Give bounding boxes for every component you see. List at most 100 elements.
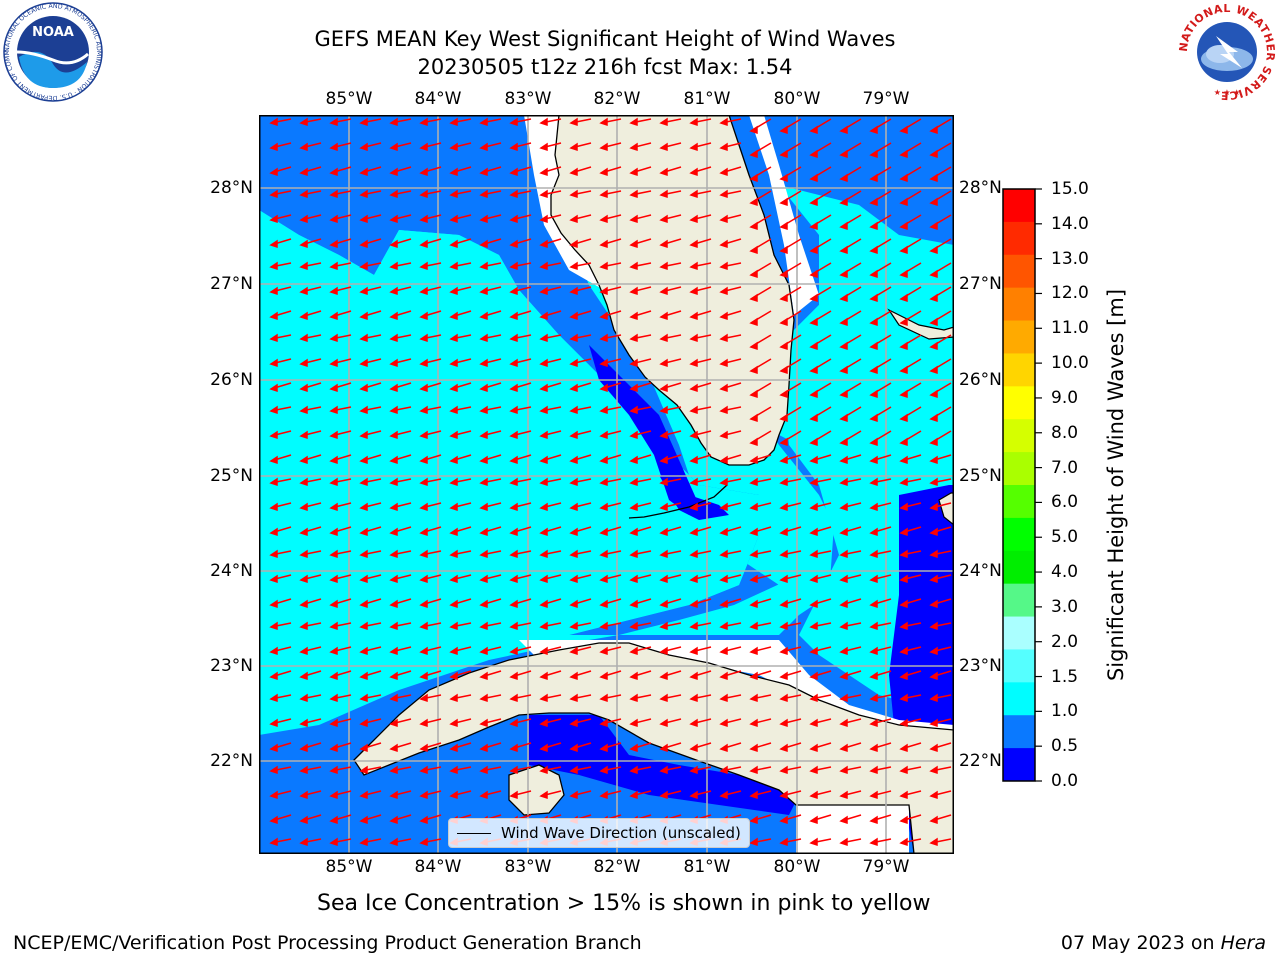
- colorbar-tick-label: 5.0: [1051, 527, 1079, 548]
- wave-arrow-head: [899, 549, 908, 559]
- wave-arrow-head: [329, 383, 338, 393]
- wave-arrow-head: [869, 815, 878, 825]
- wave-arrow-head: [749, 574, 758, 584]
- wave-arrow-head: [839, 718, 848, 728]
- wave-arrow-head: [299, 261, 308, 271]
- wave-arrow-head: [329, 311, 338, 321]
- wave-arrow-head: [389, 117, 398, 127]
- map-frame: [259, 115, 954, 854]
- colorbar-band: [1003, 287, 1035, 322]
- lon-tick-bottom-83w: 83°W: [504, 857, 552, 877]
- wave-arrow-head: [479, 527, 488, 537]
- wave-arrow-head: [269, 430, 278, 440]
- wave-arrow-head: [689, 574, 698, 584]
- map-gridlines: [259, 115, 954, 854]
- wave-arrow-head: [299, 333, 308, 343]
- wave-arrow-head: [749, 477, 758, 487]
- wave-arrow-head: [749, 671, 758, 681]
- wave-arrow-head: [839, 527, 848, 537]
- wave-arrow-head: [779, 269, 788, 279]
- footer-date-text: 07 May 2023 on: [1060, 932, 1221, 954]
- wave-arrow-head: [659, 239, 668, 249]
- wave-arrow-head: [509, 261, 518, 271]
- wave-arrow-head: [869, 125, 878, 135]
- wave-arrow-head: [329, 405, 338, 415]
- wave-arrow-head: [299, 239, 308, 249]
- wave-arrow-head: [539, 311, 548, 321]
- wave-arrow-head: [569, 646, 578, 656]
- wave-arrow-head: [629, 671, 638, 681]
- map-panel: [259, 115, 954, 854]
- wave-arrow-head: [269, 311, 278, 321]
- wave-arrow-head: [539, 455, 548, 465]
- colorbar-tick-label: 15.0: [1051, 179, 1089, 199]
- wave-arrow-head: [269, 261, 278, 271]
- wave-arrow-head: [839, 365, 848, 375]
- colorbar-band: [1003, 320, 1035, 354]
- wave-arrow-head: [629, 311, 638, 321]
- wave-arrow-head: [629, 117, 638, 127]
- wave-arrow-head: [629, 405, 638, 415]
- wave-arrow-head: [479, 311, 488, 321]
- wave-arrow-head: [869, 149, 878, 159]
- wave-arrow-head: [329, 621, 338, 631]
- wave-arrow-head: [359, 261, 368, 271]
- wave-arrow-head: [539, 261, 548, 271]
- wave-arrow-head: [779, 293, 788, 303]
- wave-arrow-head: [299, 358, 308, 368]
- wave-arrow-head: [389, 214, 398, 224]
- wave-arrow-head: [569, 549, 578, 559]
- wave-arrow-head: [659, 718, 668, 728]
- colorbar-tick-label: 3.0: [1051, 596, 1079, 617]
- wave-arrow-head: [509, 383, 518, 393]
- wave-arrow-head: [539, 646, 548, 656]
- wave-arrow-head: [689, 311, 698, 321]
- lat-tick-left-23n: 23°N: [210, 656, 253, 676]
- lat-tick-right-24n: 24°N: [959, 561, 1002, 581]
- wave-arrow-head: [539, 549, 548, 559]
- wave-arrow-head: [839, 549, 848, 559]
- wave-arrow-head: [539, 693, 548, 703]
- wave-arrow-head: [689, 455, 698, 465]
- wave-arrow-head: [599, 646, 608, 656]
- wave-arrow-head: [419, 261, 428, 271]
- wave-arrow-head: [929, 837, 938, 847]
- wave-arrow-head: [749, 365, 758, 375]
- wave-arrow-head: [899, 646, 908, 656]
- wave-arrow-head: [479, 549, 488, 559]
- footer-date: 07 May 2023 on Hera: [1061, 931, 1266, 955]
- colorbar-band: [1003, 485, 1035, 519]
- wave-arrow-head: [569, 311, 578, 321]
- wave-arrow-head: [539, 358, 548, 368]
- land-bahamas-andros: [938, 492, 954, 526]
- wave-arrow-head: [839, 621, 848, 631]
- wave-arrow-head: [479, 214, 488, 224]
- wave-arrow-head: [629, 477, 638, 487]
- wave-arrow-head: [839, 693, 848, 703]
- wave-arrow-head: [689, 142, 698, 152]
- wave-arrow-head: [869, 413, 878, 423]
- colorbar-band: [1003, 550, 1035, 585]
- wave-arrow-head: [599, 239, 608, 249]
- wave-arrow-head: [389, 815, 398, 825]
- wave-arrow-head: [749, 293, 758, 303]
- wave-arrow-head: [809, 743, 818, 753]
- map-legend: Wind Wave Direction (unscaled): [448, 818, 750, 848]
- wave-arrow-head: [419, 477, 428, 487]
- wave-arrow-head: [899, 765, 908, 775]
- wave-arrow-head: [659, 527, 668, 537]
- wave-arrow-head: [539, 286, 548, 296]
- wave-arrow-head: [449, 189, 458, 199]
- wave-arrow-head: [809, 477, 818, 487]
- wave-arrow-head: [899, 527, 908, 537]
- wave-arrow-head: [539, 599, 548, 609]
- wave-arrow-head: [629, 239, 638, 249]
- wave-arrow-head: [599, 214, 608, 224]
- wave-arrow-head: [899, 317, 908, 327]
- wave-arrow-head: [869, 502, 878, 512]
- wave-arrow-head: [359, 477, 368, 487]
- wave-arrow-head: [779, 693, 788, 703]
- wave-arrow-head: [689, 477, 698, 487]
- wave-arrow-head: [509, 311, 518, 321]
- land-isla-juventud: [508, 764, 565, 816]
